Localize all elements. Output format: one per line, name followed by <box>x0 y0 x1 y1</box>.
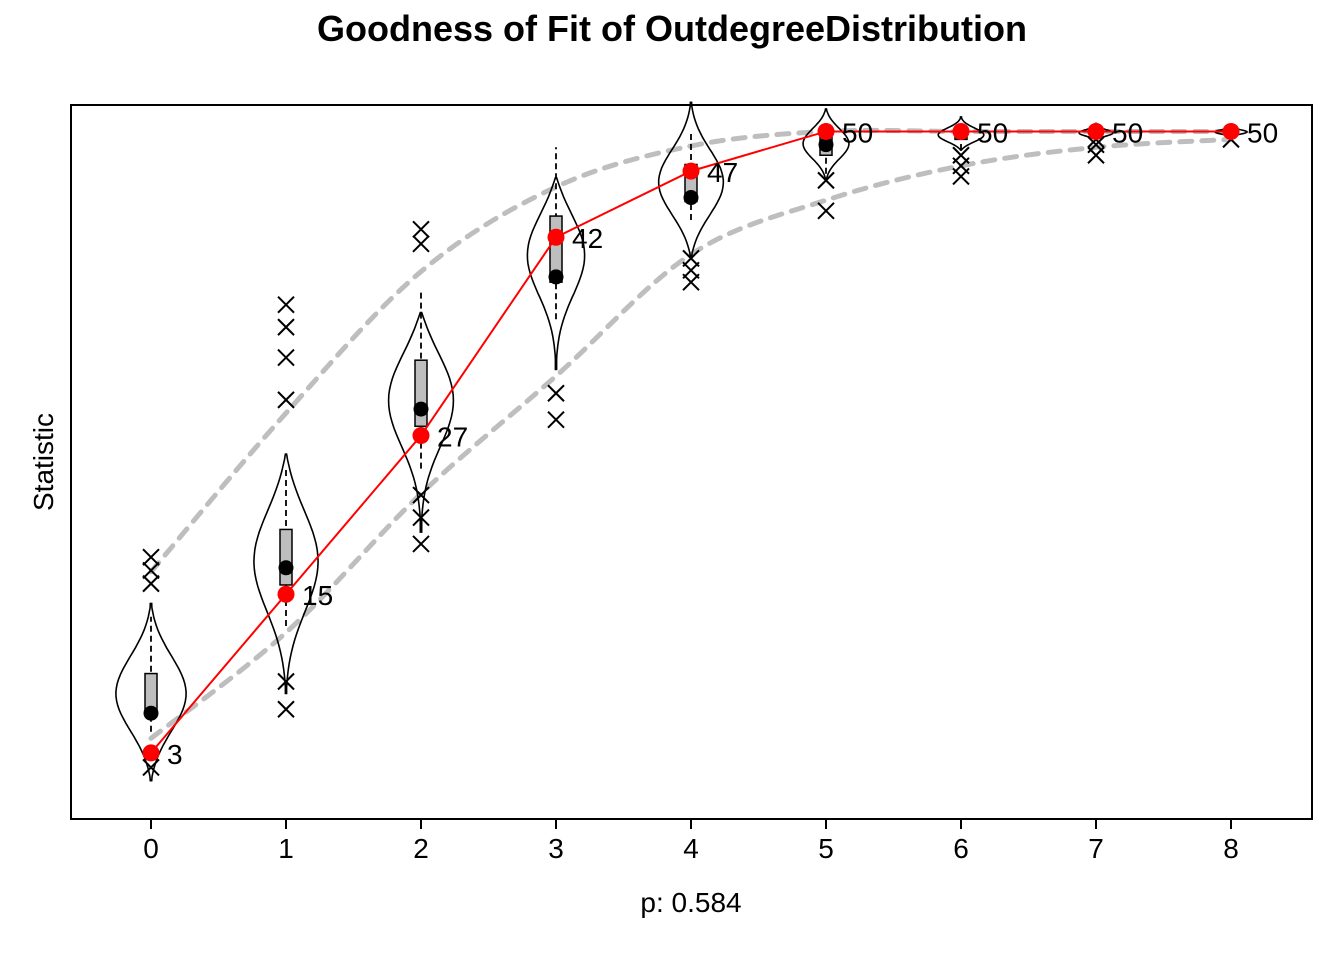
x-axis: 0 1 2 3 4 5 6 7 8 <box>143 819 1239 864</box>
observed-point-2 <box>412 427 430 445</box>
outlier-stroke <box>412 535 430 553</box>
x-tick-label: 6 <box>953 833 969 864</box>
outlier-marker <box>412 535 430 553</box>
outlier-marker <box>142 758 160 777</box>
observed-point-3 <box>547 228 565 246</box>
simulated-mean-point <box>143 705 159 721</box>
outlier-stroke <box>817 171 835 190</box>
observed-label-1: 15 <box>302 580 333 611</box>
outlier-stroke <box>682 249 700 268</box>
simulated-mean-point <box>818 137 834 153</box>
outlier-stroke <box>142 561 160 580</box>
x-tick-label: 8 <box>1223 833 1239 864</box>
plot-frame <box>70 104 1313 820</box>
outlier-stroke <box>547 384 565 402</box>
observed-label-0: 3 <box>167 739 183 770</box>
simulated-mean-point <box>548 269 564 285</box>
outlier-marker <box>412 508 430 527</box>
observed-point-8 <box>1222 122 1240 140</box>
observed-layer: 3 15 27 42 47 50 50 50 50 <box>142 117 1278 770</box>
outlier-marker <box>277 672 295 691</box>
observed-label-7: 50 <box>1112 117 1143 148</box>
outlier-marker <box>142 561 160 580</box>
outlier-marker <box>277 391 295 409</box>
outlier-stroke <box>952 146 970 164</box>
outlier-marker <box>142 548 160 566</box>
outlier-marker <box>952 146 970 164</box>
outlier-marker <box>547 384 565 402</box>
outlier-stroke <box>1087 135 1105 154</box>
outlier-stroke <box>277 700 295 718</box>
observed-point-4 <box>682 162 700 180</box>
x-tick-label: 0 <box>143 833 159 864</box>
observed-point-6 <box>952 122 970 140</box>
x-tick-label: 2 <box>413 833 429 864</box>
outlier-marker <box>817 202 835 220</box>
outlier-marker <box>412 486 430 504</box>
outlier-stroke <box>412 220 430 238</box>
box <box>279 528 293 586</box>
x-tick-label: 3 <box>548 833 564 864</box>
simulated-lower-band <box>148 136 1234 741</box>
observed-label-2: 27 <box>437 422 468 453</box>
outlier-stroke <box>277 672 295 691</box>
x-tick-label: 7 <box>1088 833 1104 864</box>
outlier-stroke <box>412 235 430 253</box>
outlier-stroke <box>412 486 430 504</box>
x-tick-label: 5 <box>818 833 834 864</box>
observed-label-5: 50 <box>842 117 873 148</box>
outlier-marker <box>817 171 835 190</box>
simulated-mean-point <box>278 560 294 576</box>
chart-title: Goodness of Fit of OutdegreeDistribution <box>317 8 1027 49</box>
outlier-marker <box>1087 135 1105 154</box>
observed-label-8: 50 <box>1247 117 1278 148</box>
outlier-marker <box>547 410 565 429</box>
outlier-stroke <box>547 410 565 429</box>
observed-label-6: 50 <box>977 117 1008 148</box>
observed-point-1 <box>277 585 295 603</box>
observed-label-3: 42 <box>572 223 603 254</box>
outlier-marker <box>277 318 295 336</box>
simulated-band-layer <box>148 127 1234 741</box>
outlier-marker <box>412 235 430 253</box>
x-tick-label: 1 <box>278 833 294 864</box>
outlier-stroke <box>277 348 295 367</box>
violin-outline <box>802 108 850 182</box>
violin-1 <box>253 453 319 695</box>
observed-point-5 <box>817 122 835 140</box>
outlier-stroke <box>412 508 430 527</box>
violin-2 <box>387 291 455 533</box>
outlier-marker <box>277 700 295 718</box>
outlier-marker <box>142 574 160 593</box>
outlier-stroke <box>277 295 295 314</box>
x-axis-label: p: 0.584 <box>640 887 741 918</box>
outlier-stroke <box>142 548 160 566</box>
observed-label-4: 47 <box>707 157 738 188</box>
outlier-layer <box>142 130 1240 777</box>
observed-point-0 <box>142 744 160 762</box>
observed-line <box>150 130 1231 754</box>
observed-point-7 <box>1087 122 1105 140</box>
outlier-stroke <box>817 202 835 220</box>
violin-layer <box>115 101 1249 782</box>
y-axis-label: Statistic <box>28 413 59 511</box>
simulated-mean-point <box>413 401 429 417</box>
violin-outline <box>387 311 455 533</box>
simulated-mean-point <box>683 190 699 206</box>
outlier-marker <box>412 220 430 238</box>
violin-outline <box>657 101 725 258</box>
outlier-marker <box>682 249 700 268</box>
outlier-stroke <box>277 391 295 409</box>
outlier-stroke <box>142 758 160 777</box>
outlier-stroke <box>142 574 160 593</box>
outlier-marker <box>277 348 295 367</box>
violin-outline <box>937 116 985 151</box>
outlier-marker <box>277 295 295 314</box>
x-tick-label: 4 <box>683 833 699 864</box>
outlier-stroke <box>277 318 295 336</box>
